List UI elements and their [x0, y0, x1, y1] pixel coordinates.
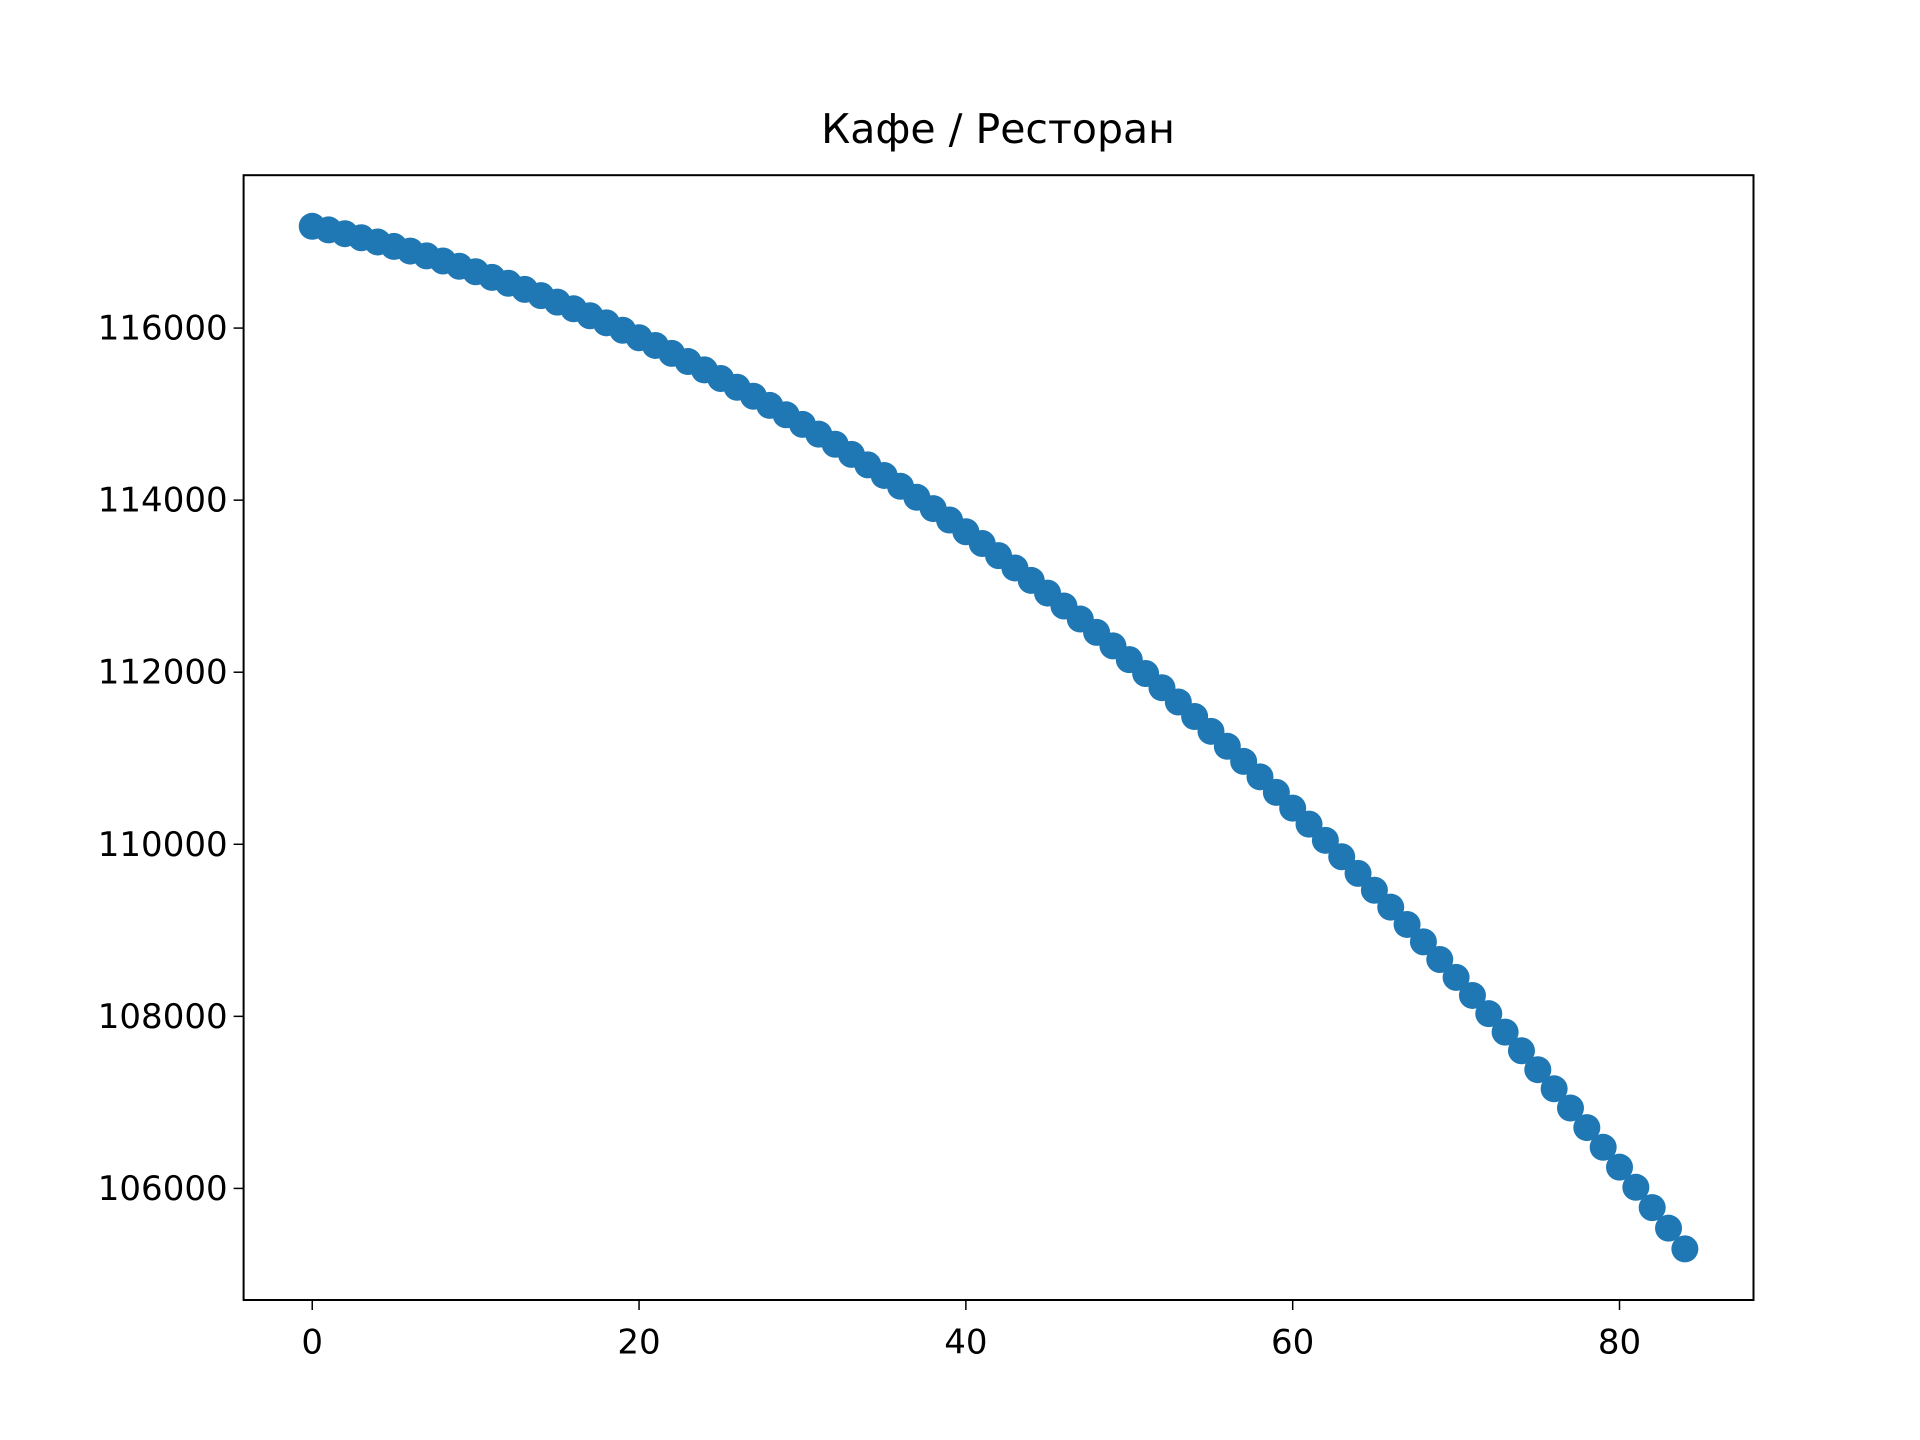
point	[1409, 928, 1437, 956]
point	[1606, 1153, 1634, 1181]
point	[1426, 945, 1454, 973]
plot-frame	[242, 174, 1755, 1302]
point	[1589, 1133, 1617, 1161]
point	[1507, 1037, 1535, 1065]
point	[1393, 910, 1421, 938]
point	[1458, 981, 1486, 1009]
x-tick-label: 80	[1598, 1323, 1641, 1363]
point	[1360, 876, 1388, 904]
x-tick-label: 40	[944, 1323, 987, 1363]
point	[1442, 963, 1470, 991]
point	[1540, 1075, 1568, 1103]
point	[1377, 893, 1405, 921]
point	[1311, 826, 1339, 854]
y-tick-label: 114000	[98, 481, 228, 521]
point	[1328, 843, 1356, 871]
point	[1671, 1235, 1699, 1263]
point	[1655, 1214, 1683, 1242]
x-tick-label: 20	[617, 1323, 660, 1363]
point	[1638, 1194, 1666, 1222]
point	[1344, 859, 1372, 887]
y-tick-label: 116000	[98, 309, 228, 349]
point	[1524, 1056, 1552, 1084]
chart-title: Кафе / Ресторан	[821, 105, 1175, 153]
x-tick-label: 0	[301, 1323, 323, 1363]
point	[1573, 1114, 1601, 1142]
point	[1491, 1018, 1519, 1046]
x-tick-label: 60	[1271, 1323, 1314, 1363]
y-tick-label: 112000	[98, 653, 228, 693]
point	[1556, 1094, 1584, 1122]
point	[1475, 1000, 1503, 1028]
y-tick-label: 106000	[98, 1169, 228, 1209]
y-tick-label: 110000	[98, 825, 228, 865]
y-tick-label: 108000	[98, 997, 228, 1037]
point	[1622, 1173, 1650, 1201]
